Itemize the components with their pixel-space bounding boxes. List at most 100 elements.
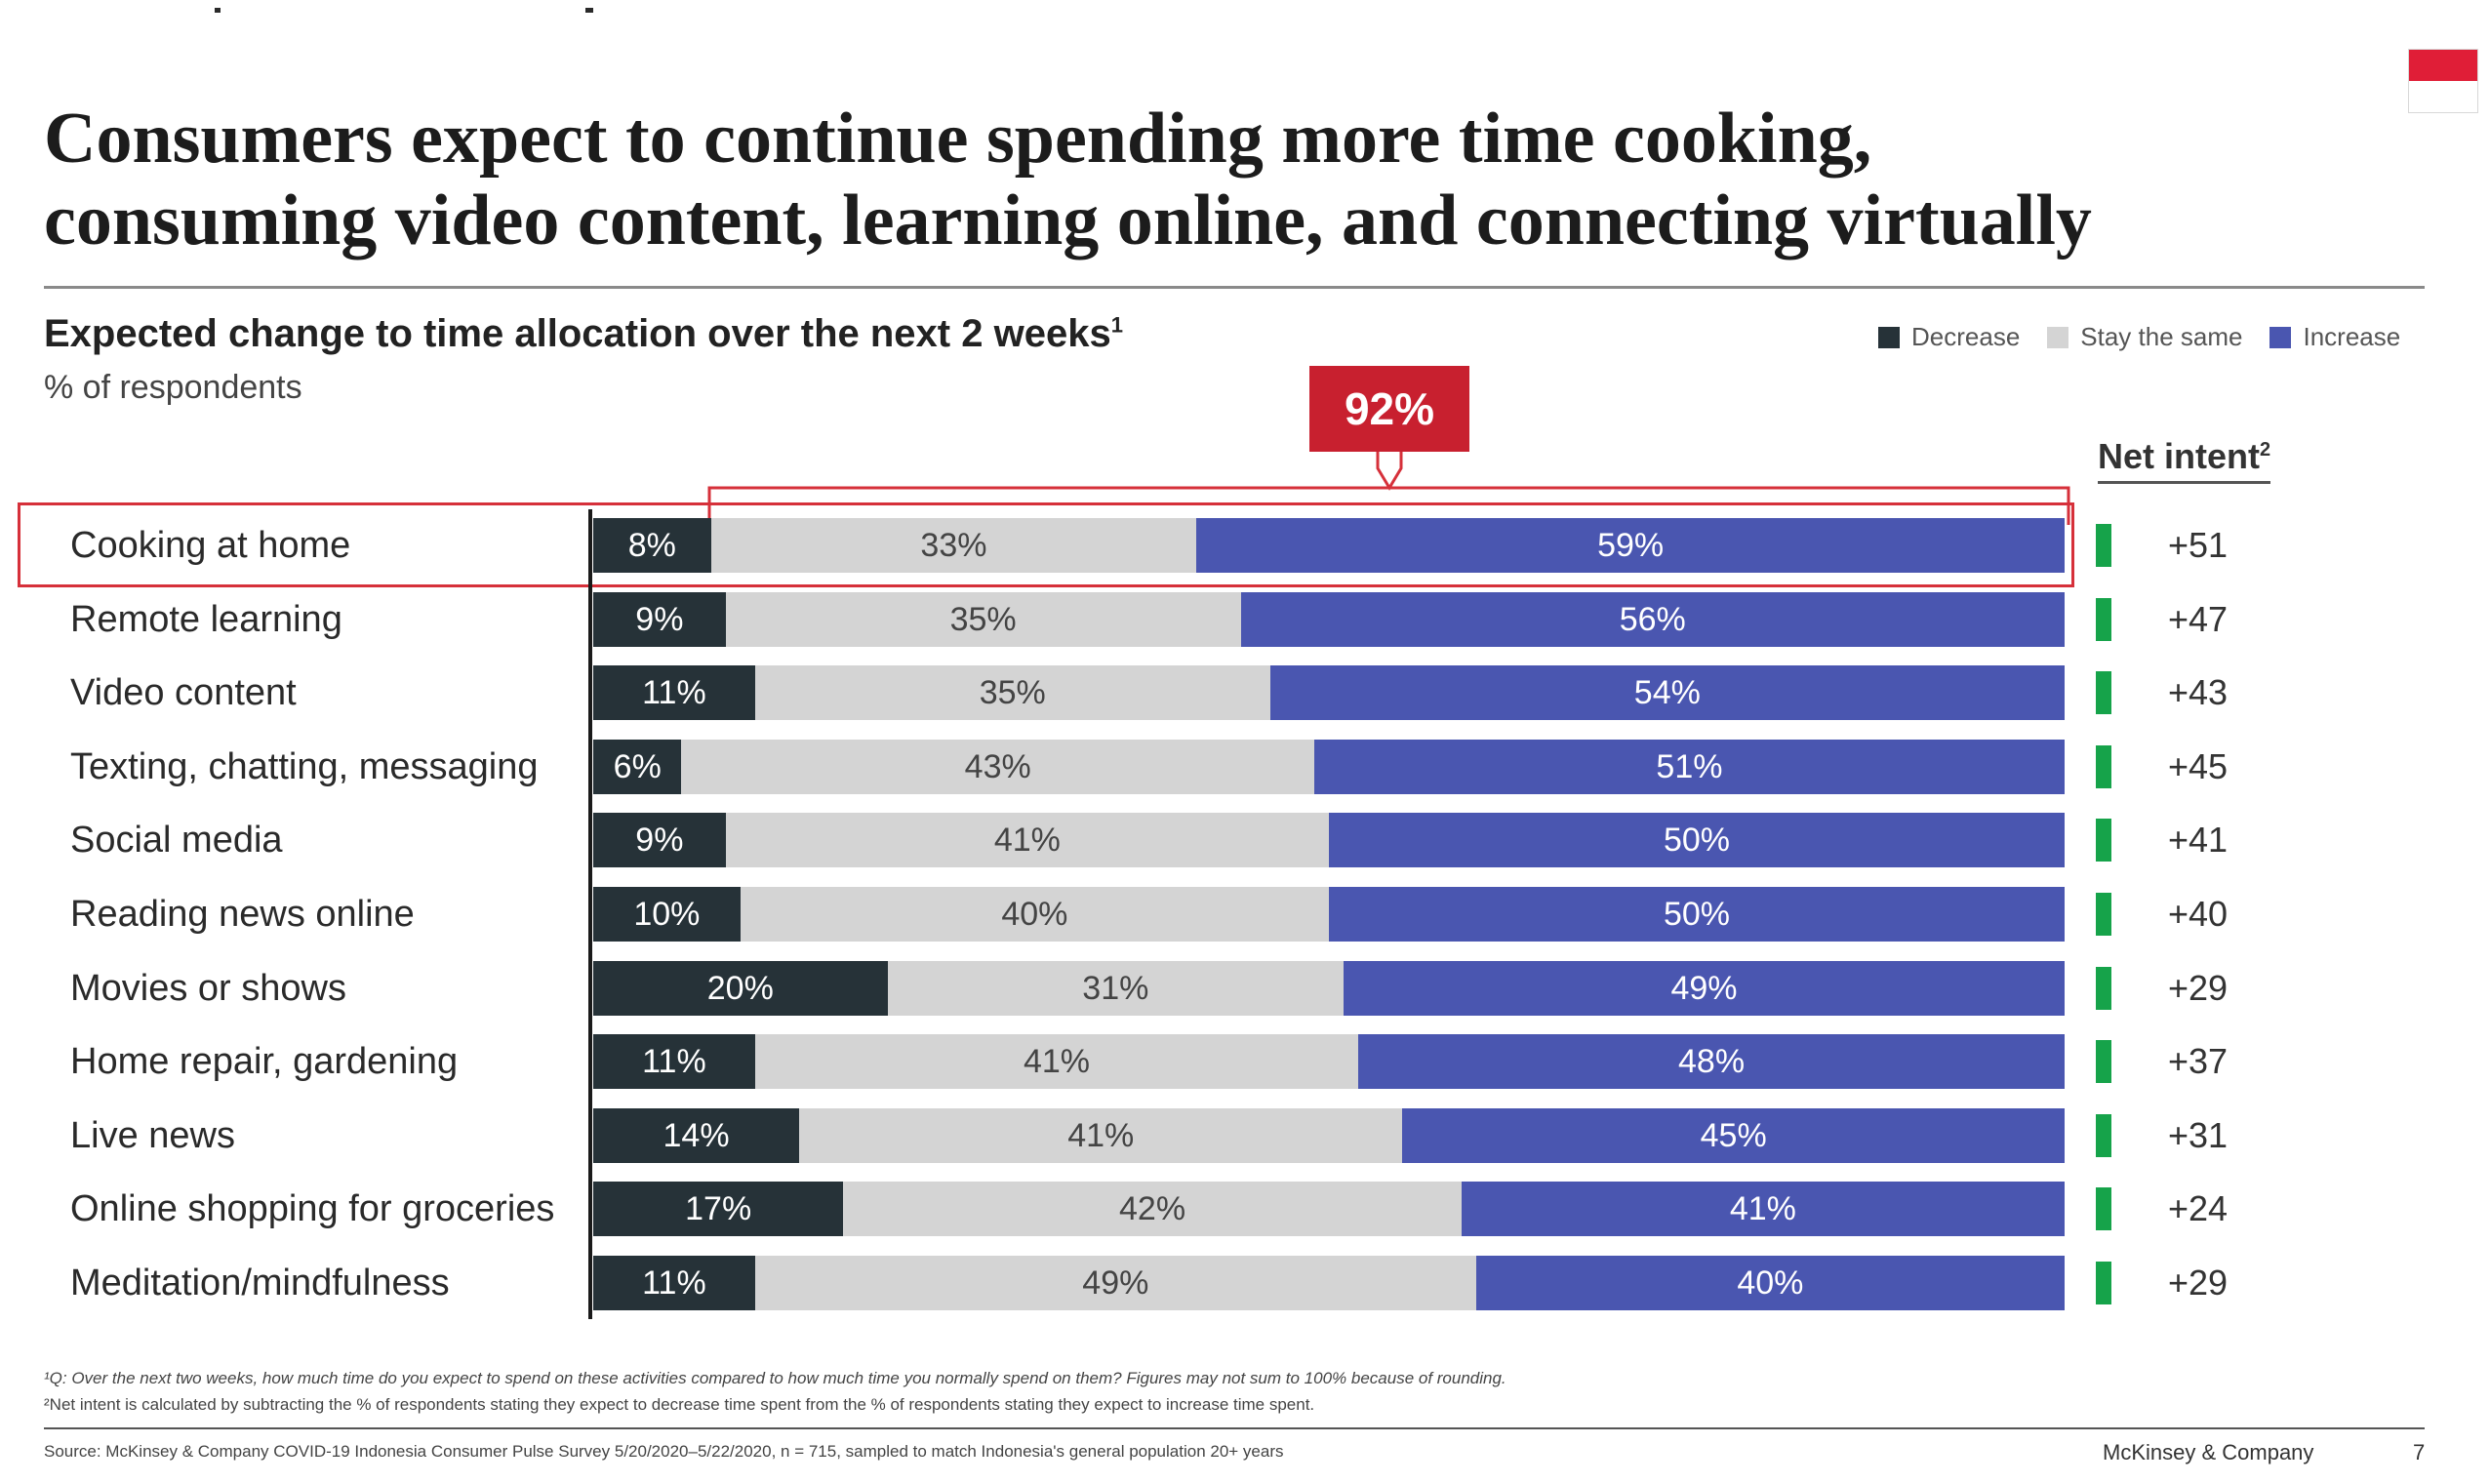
- page-number: 7: [2413, 1440, 2426, 1464]
- bar-segment-stay-the-same: 49%: [754, 1256, 1476, 1310]
- bar-segment-stay-the-same: 31%: [887, 961, 1345, 1016]
- net-intent-value: +29: [2168, 1263, 2229, 1303]
- bar-segment-stay-the-same: 40%: [740, 887, 1329, 942]
- indonesia-flag-icon: [2408, 49, 2478, 113]
- stacked-bar: 8% 33% 59%: [593, 518, 2065, 573]
- category-label: Online shopping for groceries: [70, 1188, 555, 1229]
- highlight-row-box: [18, 502, 2074, 587]
- legend-item-stay-the-same: Stay the same: [2047, 322, 2242, 352]
- bar-segment-stay-the-same: 43%: [681, 740, 1314, 794]
- bar-segment-stay-the-same: 41%: [725, 813, 1329, 867]
- net-intent-indicator: [2096, 745, 2111, 788]
- chart-row: Reading news online 10% 40% 50% +40: [0, 887, 2490, 942]
- legend-label-increase: Increase: [2303, 322, 2401, 351]
- net-intent-value: +37: [2168, 1041, 2229, 1081]
- legend-item-decrease: Decrease: [1878, 322, 2020, 352]
- chart-row: Meditation/mindfulness 11% 49% 40% +29: [0, 1256, 2490, 1310]
- bar-segment-stay-the-same: 41%: [799, 1108, 1403, 1163]
- category-label: Meditation/mindfulness: [70, 1263, 450, 1304]
- bar-segment-increase: 45%: [1402, 1108, 2065, 1163]
- chart-subtitle: Expected change to time allocation over …: [44, 312, 1123, 356]
- net-intent-header: Net intent2: [2098, 436, 2271, 484]
- flag-white-band: [2409, 81, 2477, 112]
- net-intent-indicator: [2096, 1187, 2111, 1230]
- chart-subtitle-text: Expected change to time allocation over …: [44, 312, 1111, 355]
- bar-segment-increase: 40%: [1475, 1256, 2065, 1310]
- chart-row: Online shopping for groceries 17% 42% 41% +2…: [0, 1182, 2490, 1236]
- net-intent-header-text: Net intent: [2098, 436, 2260, 476]
- bar-segment-increase: 50%: [1328, 813, 2065, 867]
- bar-segment-decrease: 8%: [593, 518, 711, 573]
- brand-label: McKinsey & Company: [2103, 1440, 2314, 1464]
- bar-segment-increase: 50%: [1328, 887, 2065, 942]
- net-intent-value: +40: [2168, 894, 2229, 934]
- footnote-2: ²Net intent is calculated by subtracting…: [44, 1395, 1315, 1414]
- title-divider: [44, 286, 2425, 289]
- source-note: Source: McKinsey & Company COVID-19 Indo…: [44, 1442, 1284, 1461]
- category-label: Movies or shows: [70, 968, 346, 1009]
- stacked-bar: 11% 41% 48%: [593, 1034, 2065, 1089]
- bar-segment-decrease: 6%: [593, 740, 682, 794]
- bar-segment-increase: 56%: [1240, 592, 2065, 647]
- bar-segment-decrease: 11%: [593, 1034, 755, 1089]
- bar-segment-increase: 51%: [1313, 740, 2065, 794]
- net-intent-value: +51: [2168, 525, 2229, 565]
- bar-segment-decrease: 17%: [593, 1182, 844, 1236]
- chart-row: Texting, chatting, messaging 6% 43% 51% +45: [0, 740, 2490, 794]
- highlight-callout: 92%: [1309, 366, 1469, 452]
- stacked-bar: 14% 41% 45%: [593, 1108, 2065, 1163]
- net-intent-indicator: [2096, 1262, 2111, 1304]
- net-intent-value: +45: [2168, 746, 2229, 786]
- category-label: Cooking at home: [70, 525, 351, 566]
- net-intent-indicator: [2096, 1040, 2111, 1083]
- category-axis: [588, 509, 592, 1319]
- bar-segment-increase: 59%: [1196, 518, 2065, 573]
- bar-segment-stay-the-same: 35%: [754, 665, 1270, 720]
- chart-row: Movies or shows 20% 31% 49% +29: [0, 961, 2490, 1016]
- chart-row: Live news 14% 41% 45% +31: [0, 1108, 2490, 1163]
- net-intent-indicator: [2096, 1114, 2111, 1157]
- stacked-bar: 11% 35% 54%: [593, 665, 2065, 720]
- bar-segment-stay-the-same: 35%: [725, 592, 1241, 647]
- stacked-bar: 9% 35% 56%: [593, 592, 2065, 647]
- net-intent-value: +47: [2168, 599, 2229, 639]
- footer-divider: [44, 1427, 2425, 1429]
- legend-label-stay-the-same: Stay the same: [2080, 322, 2243, 351]
- legend-swatch-decrease: [1878, 326, 1900, 348]
- category-label: Texting, chatting, messaging: [70, 746, 539, 787]
- bar-segment-decrease: 9%: [593, 592, 726, 647]
- bar-segment-increase: 48%: [1358, 1034, 2065, 1089]
- stacked-bar: 9% 41% 50%: [593, 813, 2065, 867]
- net-intent-value: +43: [2168, 672, 2229, 712]
- title-line-2: consuming video content, learning online…: [44, 180, 2092, 261]
- bar-segment-increase: 41%: [1461, 1182, 2065, 1236]
- title-line-1: Consumers expect to continue spending mo…: [44, 99, 1872, 179]
- subtitle-footnote-marker: 1: [1110, 312, 1123, 338]
- legend-swatch-increase: [2269, 326, 2292, 348]
- net-intent-indicator: [2096, 893, 2111, 936]
- legend-swatch-stay-the-same: [2047, 326, 2069, 348]
- bar-segment-stay-the-same: 42%: [843, 1182, 1462, 1236]
- bar-segment-stay-the-same: 41%: [754, 1034, 1359, 1089]
- net-intent-indicator: [2096, 524, 2111, 567]
- chart-legend: Decrease Stay the same Increase: [1878, 322, 2400, 352]
- stacked-bar: 10% 40% 50%: [593, 887, 2065, 942]
- category-label: Reading news online: [70, 894, 415, 935]
- net-intent-footnote-marker: 2: [2260, 439, 2271, 461]
- net-intent-value: +24: [2168, 1188, 2229, 1228]
- stacked-bar: 11% 49% 40%: [593, 1256, 2065, 1310]
- bar-segment-decrease: 20%: [593, 961, 888, 1016]
- net-intent-value: +41: [2168, 820, 2229, 860]
- slide-title: Consumers expect to continue spending mo…: [44, 98, 2405, 261]
- bar-segment-decrease: 9%: [593, 813, 726, 867]
- legend-item-increase: Increase: [2269, 322, 2400, 352]
- chart-row: Video content 11% 35% 54% +43: [0, 665, 2490, 720]
- chart-row: Home repair, gardening 11% 41% 48% +37: [0, 1034, 2490, 1089]
- net-intent-value: +29: [2168, 968, 2229, 1008]
- legend-label-decrease: Decrease: [1911, 322, 2021, 351]
- bar-segment-increase: 54%: [1269, 665, 2065, 720]
- bar-segment-decrease: 11%: [593, 1256, 755, 1310]
- category-label: Live news: [70, 1115, 235, 1156]
